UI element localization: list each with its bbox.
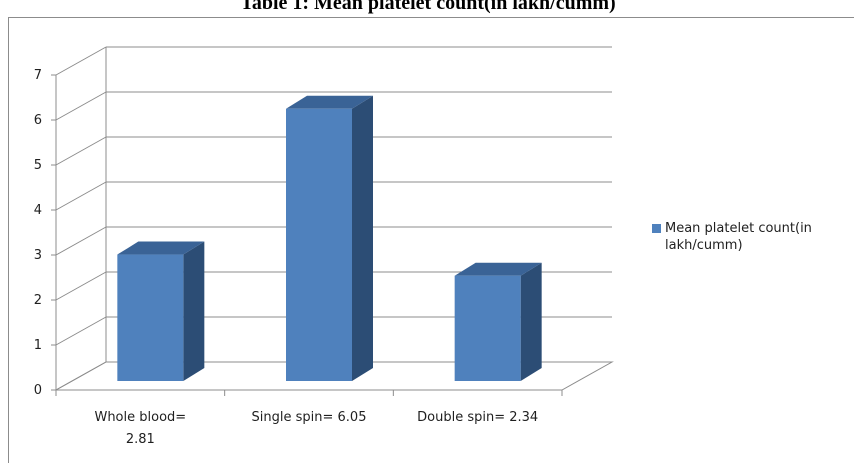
- chart-frame: [8, 17, 854, 463]
- bar-side: [352, 95, 373, 381]
- x-tick-label: Whole blood= 2.81: [94, 410, 186, 447]
- chart-title: Table 1: Mean platelet count(in lakh/cum…: [240, 0, 616, 14]
- x-tick-label: Single spin= 6.05: [252, 410, 367, 425]
- gridline-depth: [55, 226, 107, 256]
- y-tick-label: 1: [34, 338, 42, 353]
- y-tick-label: 7: [34, 68, 42, 83]
- legend-label: Mean platelet count(in lakh/cumm): [665, 221, 812, 253]
- bar-side: [183, 241, 205, 381]
- bar-top: [454, 262, 542, 276]
- bar-top: [286, 95, 373, 109]
- bar: [117, 254, 184, 381]
- legend-swatch: [652, 224, 661, 233]
- chart-legend: Mean platelet count(in lakh/cumm): [652, 220, 852, 254]
- bar-side: [520, 262, 542, 381]
- gridline-depth: [55, 316, 107, 346]
- y-tick-label: 3: [34, 248, 42, 263]
- gridline-depth: [55, 271, 107, 301]
- gridline-depth: [55, 91, 107, 121]
- bar: [454, 275, 521, 381]
- gridline-depth: [55, 136, 107, 166]
- gridline-depth: [55, 181, 107, 211]
- y-tick-label: 4: [34, 203, 42, 218]
- y-tick-label: 0: [34, 383, 42, 398]
- y-tick-label: 5: [34, 158, 42, 173]
- bar-top: [117, 241, 205, 255]
- y-tick-label: 2: [34, 293, 42, 308]
- x-tick-label: Double spin= 2.34: [417, 410, 538, 425]
- y-tick-label: 6: [34, 113, 42, 128]
- gridline-depth: [55, 46, 107, 76]
- bar: [286, 108, 352, 381]
